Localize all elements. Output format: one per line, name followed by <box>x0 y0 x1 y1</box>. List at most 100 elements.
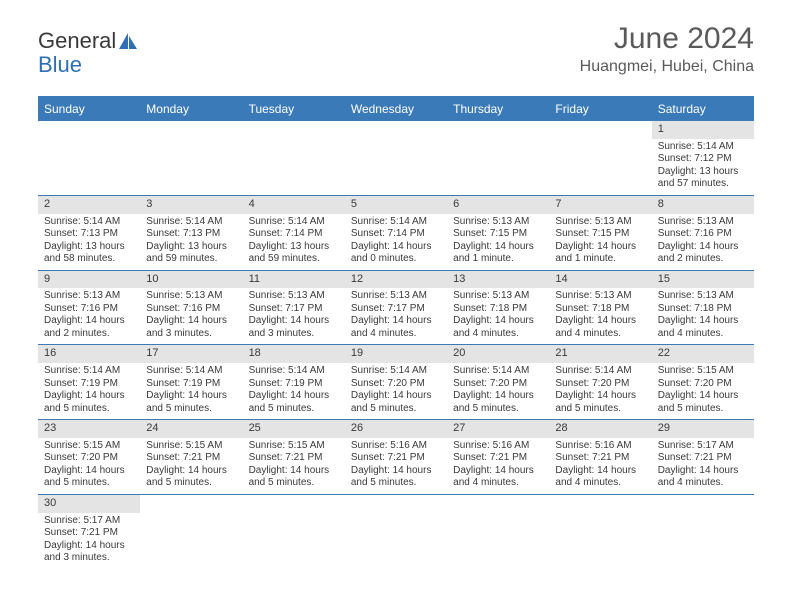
day-body: Sunrise: 5:14 AMSunset: 7:19 PMDaylight:… <box>140 363 242 419</box>
daylight-text: Daylight: 14 hours and 0 minutes. <box>351 241 441 266</box>
day-header: Wednesday <box>345 98 447 121</box>
day-body: Sunrise: 5:14 AMSunset: 7:19 PMDaylight:… <box>243 363 345 419</box>
day-number: 25 <box>243 420 345 438</box>
day-number: 15 <box>652 271 754 289</box>
day-number: 1 <box>652 121 754 139</box>
day-header-row: Sunday Monday Tuesday Wednesday Thursday… <box>38 98 754 121</box>
daylight-text: Daylight: 13 hours and 59 minutes. <box>249 241 339 266</box>
day-number: 24 <box>140 420 242 438</box>
calendar-week: 2Sunrise: 5:14 AMSunset: 7:13 PMDaylight… <box>38 196 754 271</box>
calendar-cell: 26Sunrise: 5:16 AMSunset: 7:21 PMDayligh… <box>345 420 447 494</box>
daylight-text: Daylight: 14 hours and 5 minutes. <box>555 390 645 415</box>
day-number: 17 <box>140 345 242 363</box>
sunset-text: Sunset: 7:20 PM <box>453 378 543 391</box>
sunset-text: Sunset: 7:21 PM <box>146 452 236 465</box>
sunset-text: Sunset: 7:17 PM <box>351 303 441 316</box>
calendar-cell: 21Sunrise: 5:14 AMSunset: 7:20 PMDayligh… <box>549 345 651 419</box>
day-body: Sunrise: 5:14 AMSunset: 7:20 PMDaylight:… <box>447 363 549 419</box>
calendar-week: 9Sunrise: 5:13 AMSunset: 7:16 PMDaylight… <box>38 271 754 346</box>
calendar-cell: 15Sunrise: 5:13 AMSunset: 7:18 PMDayligh… <box>652 271 754 345</box>
calendar-cell: 2Sunrise: 5:14 AMSunset: 7:13 PMDaylight… <box>38 196 140 270</box>
sunset-text: Sunset: 7:15 PM <box>555 228 645 241</box>
day-number: 22 <box>652 345 754 363</box>
calendar-cell: 3Sunrise: 5:14 AMSunset: 7:13 PMDaylight… <box>140 196 242 270</box>
calendar-cell: 10Sunrise: 5:13 AMSunset: 7:16 PMDayligh… <box>140 271 242 345</box>
day-number: 30 <box>38 495 140 513</box>
calendar-cell: 6Sunrise: 5:13 AMSunset: 7:15 PMDaylight… <box>447 196 549 270</box>
day-header: Thursday <box>447 98 549 121</box>
sunset-text: Sunset: 7:16 PM <box>146 303 236 316</box>
day-body: Sunrise: 5:14 AMSunset: 7:20 PMDaylight:… <box>549 363 651 419</box>
sunrise-text: Sunrise: 5:13 AM <box>453 290 543 303</box>
day-body: Sunrise: 5:13 AMSunset: 7:18 PMDaylight:… <box>447 288 549 344</box>
day-body: Sunrise: 5:16 AMSunset: 7:21 PMDaylight:… <box>447 438 549 494</box>
daylight-text: Daylight: 14 hours and 5 minutes. <box>146 465 236 490</box>
day-header: Saturday <box>652 98 754 121</box>
day-body: Sunrise: 5:13 AMSunset: 7:18 PMDaylight:… <box>549 288 651 344</box>
daylight-text: Daylight: 14 hours and 3 minutes. <box>44 540 134 565</box>
day-number: 10 <box>140 271 242 289</box>
header: General June 2024 Huangmei, Hubei, China <box>0 0 792 86</box>
daylight-text: Daylight: 14 hours and 4 minutes. <box>658 315 748 340</box>
day-number: 20 <box>447 345 549 363</box>
sunset-text: Sunset: 7:18 PM <box>453 303 543 316</box>
logo-text-1: General <box>38 28 116 54</box>
day-body: Sunrise: 5:14 AMSunset: 7:19 PMDaylight:… <box>38 363 140 419</box>
sunset-text: Sunset: 7:18 PM <box>658 303 748 316</box>
calendar-cell: 16Sunrise: 5:14 AMSunset: 7:19 PMDayligh… <box>38 345 140 419</box>
daylight-text: Daylight: 14 hours and 4 minutes. <box>555 315 645 340</box>
calendar-cell: 24Sunrise: 5:15 AMSunset: 7:21 PMDayligh… <box>140 420 242 494</box>
sunrise-text: Sunrise: 5:16 AM <box>453 440 543 453</box>
sunset-text: Sunset: 7:21 PM <box>249 452 339 465</box>
calendar-cell <box>447 495 549 569</box>
sunrise-text: Sunrise: 5:16 AM <box>351 440 441 453</box>
calendar: Sunday Monday Tuesday Wednesday Thursday… <box>38 96 754 569</box>
sunrise-text: Sunrise: 5:15 AM <box>658 365 748 378</box>
month-title: June 2024 <box>580 22 754 56</box>
calendar-cell: 25Sunrise: 5:15 AMSunset: 7:21 PMDayligh… <box>243 420 345 494</box>
sunrise-text: Sunrise: 5:13 AM <box>146 290 236 303</box>
day-body: Sunrise: 5:13 AMSunset: 7:17 PMDaylight:… <box>345 288 447 344</box>
calendar-week: 1 Sunrise: 5:14 AMSunset: 7:12 PMDaylight… <box>38 121 754 196</box>
day-number: 8 <box>652 196 754 214</box>
day-body: Sunrise: 5:13 AMSunset: 7:17 PMDaylight:… <box>243 288 345 344</box>
daylight-text: Daylight: 14 hours and 1 minute. <box>555 241 645 266</box>
daylight-text: Daylight: 14 hours and 5 minutes. <box>146 390 236 415</box>
sunset-text: Sunset: 7:12 PM <box>658 153 748 166</box>
day-body: Sunrise: 5:17 AMSunset: 7:21 PMDaylight:… <box>38 513 140 569</box>
calendar-week: 16Sunrise: 5:14 AMSunset: 7:19 PMDayligh… <box>38 345 754 420</box>
daylight-text: Daylight: 14 hours and 4 minutes. <box>453 315 543 340</box>
daylight-text: Daylight: 14 hours and 3 minutes. <box>249 315 339 340</box>
sunset-text: Sunset: 7:15 PM <box>453 228 543 241</box>
day-body: Sunrise: 5:15 AMSunset: 7:21 PMDaylight:… <box>243 438 345 494</box>
calendar-cell: 11Sunrise: 5:13 AMSunset: 7:17 PMDayligh… <box>243 271 345 345</box>
calendar-cell <box>652 495 754 569</box>
sunrise-text: Sunrise: 5:13 AM <box>44 290 134 303</box>
day-header: Sunday <box>38 98 140 121</box>
day-body: Sunrise: 5:13 AMSunset: 7:15 PMDaylight:… <box>447 214 549 270</box>
day-body: Sunrise: 5:14 AMSunset: 7:20 PMDaylight:… <box>345 363 447 419</box>
sunrise-text: Sunrise: 5:14 AM <box>555 365 645 378</box>
day-number: 27 <box>447 420 549 438</box>
sunrise-text: Sunrise: 5:15 AM <box>249 440 339 453</box>
sunset-text: Sunset: 7:19 PM <box>146 378 236 391</box>
daylight-text: Daylight: 14 hours and 5 minutes. <box>249 465 339 490</box>
day-number: 5 <box>345 196 447 214</box>
sunrise-text: Sunrise: 5:13 AM <box>351 290 441 303</box>
daylight-text: Daylight: 13 hours and 57 minutes. <box>658 166 748 191</box>
sunrise-text: Sunrise: 5:14 AM <box>44 365 134 378</box>
day-body: Sunrise: 5:15 AMSunset: 7:20 PMDaylight:… <box>38 438 140 494</box>
day-number: 16 <box>38 345 140 363</box>
sunrise-text: Sunrise: 5:14 AM <box>249 365 339 378</box>
day-number: 2 <box>38 196 140 214</box>
day-body: Sunrise: 5:15 AMSunset: 7:21 PMDaylight:… <box>140 438 242 494</box>
daylight-text: Daylight: 14 hours and 5 minutes. <box>249 390 339 415</box>
sunrise-text: Sunrise: 5:14 AM <box>658 141 748 154</box>
calendar-cell: 23Sunrise: 5:15 AMSunset: 7:20 PMDayligh… <box>38 420 140 494</box>
calendar-cell: 12Sunrise: 5:13 AMSunset: 7:17 PMDayligh… <box>345 271 447 345</box>
daylight-text: Daylight: 14 hours and 3 minutes. <box>146 315 236 340</box>
sunset-text: Sunset: 7:13 PM <box>44 228 134 241</box>
daylight-text: Daylight: 14 hours and 5 minutes. <box>44 465 134 490</box>
sunset-text: Sunset: 7:13 PM <box>146 228 236 241</box>
daylight-text: Daylight: 14 hours and 4 minutes. <box>453 465 543 490</box>
